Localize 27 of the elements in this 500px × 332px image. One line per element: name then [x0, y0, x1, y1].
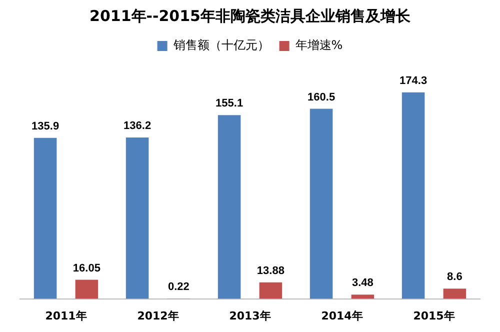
x-tick-label: 2014年	[321, 309, 363, 322]
data-label: 135.9	[32, 120, 60, 132]
data-label: 13.88	[256, 264, 284, 277]
bar	[259, 282, 282, 299]
data-label: 16.05	[72, 262, 100, 274]
bar	[34, 138, 57, 299]
bar	[310, 108, 333, 299]
x-tick-label: 2015年	[413, 309, 455, 322]
bar	[402, 92, 425, 299]
legend-label: 销售额（十亿元）	[172, 38, 270, 52]
data-label: 160.5	[308, 91, 336, 104]
legend-label: 年增速%	[295, 38, 343, 52]
bar	[443, 288, 466, 299]
x-tick-label: 2011年	[45, 309, 87, 322]
data-label: 155.1	[216, 98, 244, 110]
data-label: 174.3	[400, 74, 428, 87]
data-label: 3.48	[352, 277, 374, 290]
bar	[126, 138, 149, 299]
data-label: 8.6	[447, 271, 462, 284]
bar	[75, 280, 98, 299]
data-label: 136.2	[124, 120, 152, 132]
bar	[218, 115, 241, 299]
chart-title: 2011年--2015年非陶瓷类洁具企业销售及增长	[90, 6, 412, 25]
bar	[351, 294, 374, 299]
x-tick-label: 2012年	[137, 309, 179, 322]
data-label: 0.22	[168, 281, 190, 294]
x-tick-label: 2013年	[229, 309, 271, 322]
